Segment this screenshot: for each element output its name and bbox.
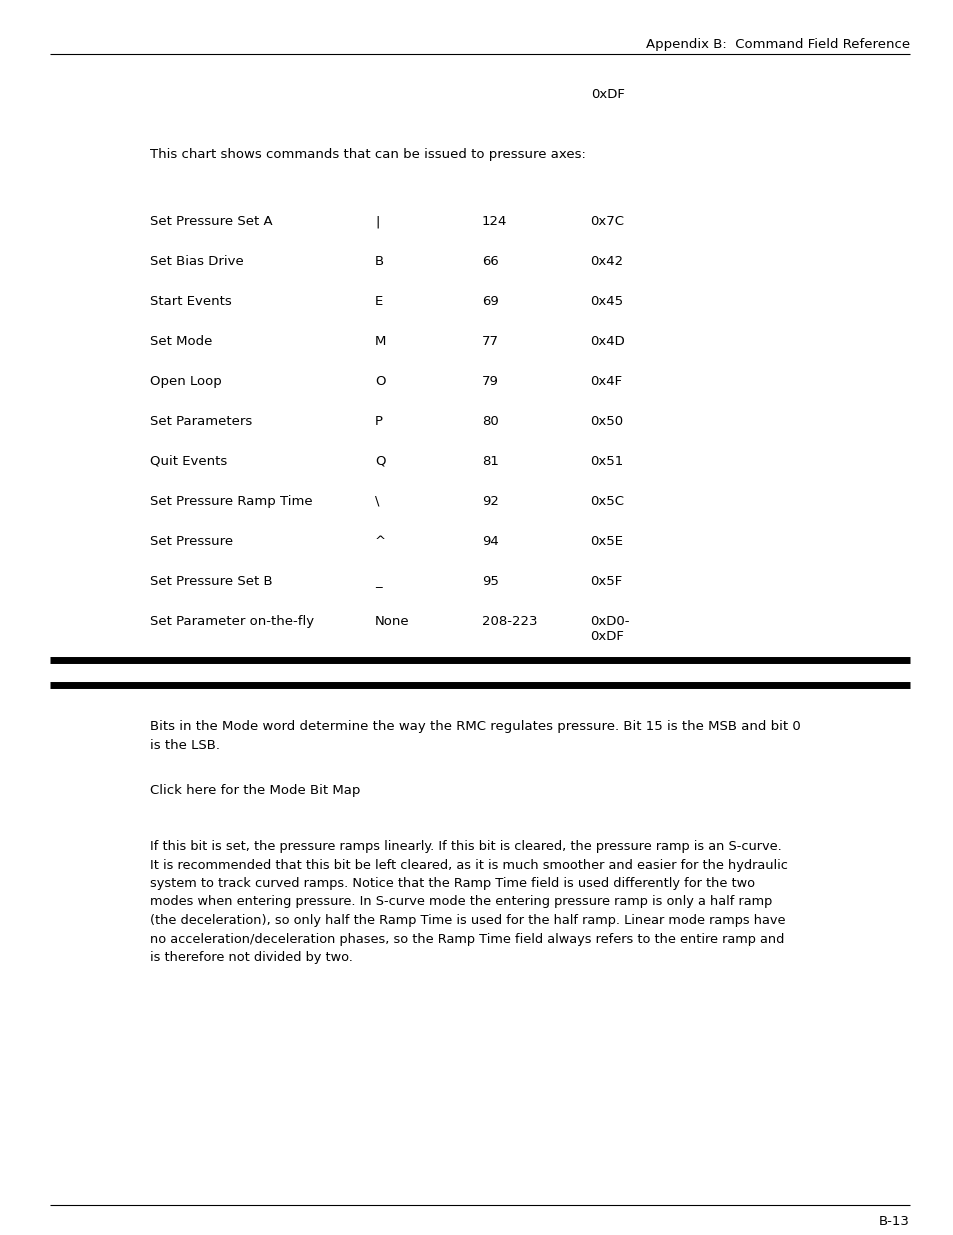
Text: Open Loop: Open Loop: [150, 375, 221, 388]
Text: If this bit is set, the pressure ramps linearly. If this bit is cleared, the pre: If this bit is set, the pressure ramps l…: [150, 840, 787, 965]
Text: 0x4F: 0x4F: [589, 375, 621, 388]
Text: _: _: [375, 576, 381, 588]
Text: 69: 69: [481, 295, 498, 308]
Text: ^: ^: [375, 535, 386, 548]
Text: None: None: [375, 615, 409, 629]
Text: \: \: [375, 495, 379, 508]
Text: |: |: [375, 215, 379, 228]
Text: P: P: [375, 415, 382, 429]
Text: Quit Events: Quit Events: [150, 454, 227, 468]
Text: 124: 124: [481, 215, 507, 228]
Text: 0x50: 0x50: [589, 415, 622, 429]
Text: M: M: [375, 335, 386, 348]
Text: This chart shows commands that can be issued to pressure axes:: This chart shows commands that can be is…: [150, 148, 585, 161]
Text: 0x42: 0x42: [589, 254, 622, 268]
Text: 0x7C: 0x7C: [589, 215, 623, 228]
Text: 0x5F: 0x5F: [589, 576, 621, 588]
Text: 77: 77: [481, 335, 498, 348]
Text: O: O: [375, 375, 385, 388]
Text: 92: 92: [481, 495, 498, 508]
Text: Appendix B:  Command Field Reference: Appendix B: Command Field Reference: [645, 38, 909, 51]
Text: Click here for the Mode Bit Map: Click here for the Mode Bit Map: [150, 784, 360, 797]
Text: Start Events: Start Events: [150, 295, 232, 308]
Text: Q: Q: [375, 454, 385, 468]
Text: 81: 81: [481, 454, 498, 468]
Text: Set Parameter on-the-fly: Set Parameter on-the-fly: [150, 615, 314, 629]
Text: 0xD0-
0xDF: 0xD0- 0xDF: [589, 615, 629, 643]
Text: 0xDF: 0xDF: [591, 88, 624, 101]
Text: 79: 79: [481, 375, 498, 388]
Text: Bits in the Mode word determine the way the RMC regulates pressure. Bit 15 is th: Bits in the Mode word determine the way …: [150, 720, 800, 752]
Text: 0x51: 0x51: [589, 454, 622, 468]
Text: 0x4D: 0x4D: [589, 335, 624, 348]
Text: 0x45: 0x45: [589, 295, 622, 308]
Text: 208-223: 208-223: [481, 615, 537, 629]
Text: Set Parameters: Set Parameters: [150, 415, 252, 429]
Text: B-13: B-13: [879, 1215, 909, 1228]
Text: Set Pressure Set B: Set Pressure Set B: [150, 576, 273, 588]
Text: Set Pressure Ramp Time: Set Pressure Ramp Time: [150, 495, 313, 508]
Text: Set Pressure Set A: Set Pressure Set A: [150, 215, 273, 228]
Text: 95: 95: [481, 576, 498, 588]
Text: 80: 80: [481, 415, 498, 429]
Text: 0x5C: 0x5C: [589, 495, 623, 508]
Text: E: E: [375, 295, 383, 308]
Text: Set Bias Drive: Set Bias Drive: [150, 254, 244, 268]
Text: 94: 94: [481, 535, 498, 548]
Text: Set Pressure: Set Pressure: [150, 535, 233, 548]
Text: Set Mode: Set Mode: [150, 335, 213, 348]
Text: B: B: [375, 254, 384, 268]
Text: 66: 66: [481, 254, 498, 268]
Text: 0x5E: 0x5E: [589, 535, 622, 548]
